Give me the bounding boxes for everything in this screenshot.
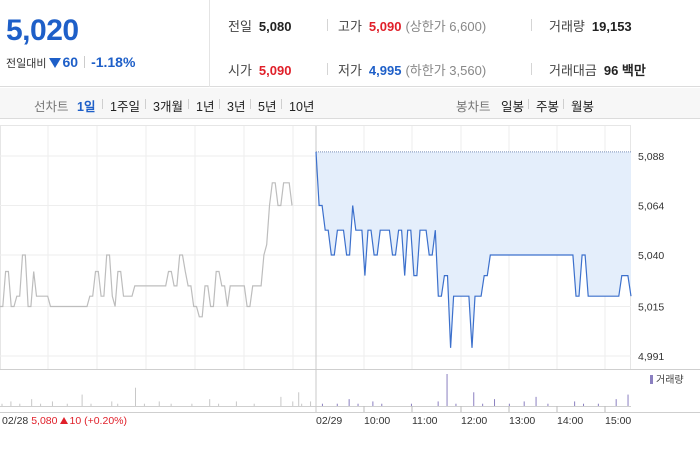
period-1d-button[interactable]: 1일: [77, 100, 96, 114]
price-chart: 5,088 5,064 5,040 5,015 4,991: [0, 125, 700, 413]
today-line: [315, 151, 632, 348]
stat-value: 5,080: [258, 19, 292, 34]
x-tick-label: 13:00: [509, 415, 536, 427]
x-tick-label: 11:00: [412, 415, 438, 427]
divider: [531, 19, 532, 31]
divider: [531, 63, 532, 75]
y-tick-label: 4,991: [638, 351, 664, 363]
divider: [102, 99, 103, 109]
y-tick-label: 5,040: [638, 250, 664, 262]
x-tick-label: 14:00: [557, 415, 584, 427]
down-arrow-icon: [49, 58, 62, 68]
stat-open: 시가 5,090: [228, 60, 291, 79]
current-price: 5,020: [6, 14, 79, 47]
period-10y-button[interactable]: 10년: [289, 100, 315, 114]
prev-day-summary: 02/28 5,080 10 (+0.20%): [2, 415, 127, 427]
candle-monthly-button[interactable]: 월봉: [571, 100, 595, 114]
prev-day-close: 5,080: [31, 415, 58, 427]
stat-value: 19,153: [591, 19, 632, 34]
change-row: 전일대비 60 -1.18%: [6, 54, 135, 71]
y-tick-label: 5,064: [638, 200, 664, 212]
legend-swatch: [650, 375, 653, 384]
stat-label: 저가: [338, 63, 362, 78]
change-label: 전일대비: [6, 58, 47, 70]
y-tick-label: 5,015: [638, 302, 664, 314]
candle-chart-label: 봉차트: [456, 100, 491, 114]
divider: [327, 19, 328, 31]
chart-toolbar: 선차트 1일 1주일 3개월 1년 3년 5년 10년 봉차트 일봉 주봉 월봉: [0, 88, 700, 119]
candle-daily-button[interactable]: 일봉: [501, 100, 525, 114]
stat-value: 4,995: [368, 63, 402, 78]
change-percent: -1.18%: [91, 54, 136, 70]
stat-label: 전일: [228, 19, 252, 34]
legend-label: 거래량: [656, 375, 684, 386]
quote-summary: 5,020 전일대비 60 -1.18% 전일 5,080 고가 5,090 (상한가 6…: [0, 0, 700, 87]
x-tick-label: 15:00: [605, 415, 632, 427]
divider: [145, 99, 146, 109]
x-tick-label: 10:00: [364, 415, 391, 427]
x-tick-label: 02/29: [316, 415, 343, 427]
stat-value: 96 백만: [603, 63, 646, 78]
stat-value: 5,090: [368, 19, 402, 34]
stat-volume: 거래량 19,153: [549, 16, 632, 35]
stat-label: 거래량: [549, 19, 585, 34]
stat-prev-close: 전일 5,080: [228, 16, 291, 35]
prev-day-change: 10: [69, 415, 82, 427]
divider: [528, 99, 529, 109]
up-triangle-icon: [60, 417, 69, 424]
period-3m-button[interactable]: 3개월: [153, 100, 183, 114]
change-amount: 60: [62, 54, 79, 70]
period-1y-button[interactable]: 1년: [196, 100, 215, 114]
series-area: [316, 151, 631, 348]
volume-legend: 거래량: [650, 371, 684, 386]
stat-trade-value: 거래대금 96 백만: [549, 60, 646, 79]
divider: [250, 99, 251, 109]
line-chart-label: 선차트: [34, 100, 69, 114]
stat-high: 고가 5,090 (상한가 6,600): [338, 16, 486, 35]
divider: [84, 56, 86, 68]
stat-low: 저가 4,995 (하한가 3,560): [338, 60, 486, 79]
price-box: 5,020 전일대비 60 -1.18%: [0, 0, 210, 87]
divider: [327, 63, 328, 75]
divider: [281, 99, 282, 109]
y-tick-label: 5,088: [638, 151, 664, 163]
candle-weekly-button[interactable]: 주봉: [536, 100, 560, 114]
stat-value: 5,090: [258, 63, 292, 78]
stat-label: 거래대금: [549, 63, 597, 78]
stat-label: 고가: [338, 19, 362, 34]
prev-day-change-pct: (+0.20%): [84, 415, 127, 427]
prev-day-line: [0, 182, 293, 318]
period-5y-button[interactable]: 5년: [258, 100, 277, 114]
divider: [188, 99, 189, 109]
divider: [219, 99, 220, 109]
x-tick-label: 12:00: [461, 415, 488, 427]
stat-sub: (상한가 6,600): [405, 19, 487, 34]
period-1w-button[interactable]: 1주일: [110, 100, 140, 114]
stat-label: 시가: [228, 63, 252, 78]
prev-day-date: 02/28: [2, 415, 29, 427]
stat-sub: (하한가 3,560): [405, 63, 487, 78]
divider: [563, 99, 564, 109]
period-3y-button[interactable]: 3년: [227, 100, 246, 114]
